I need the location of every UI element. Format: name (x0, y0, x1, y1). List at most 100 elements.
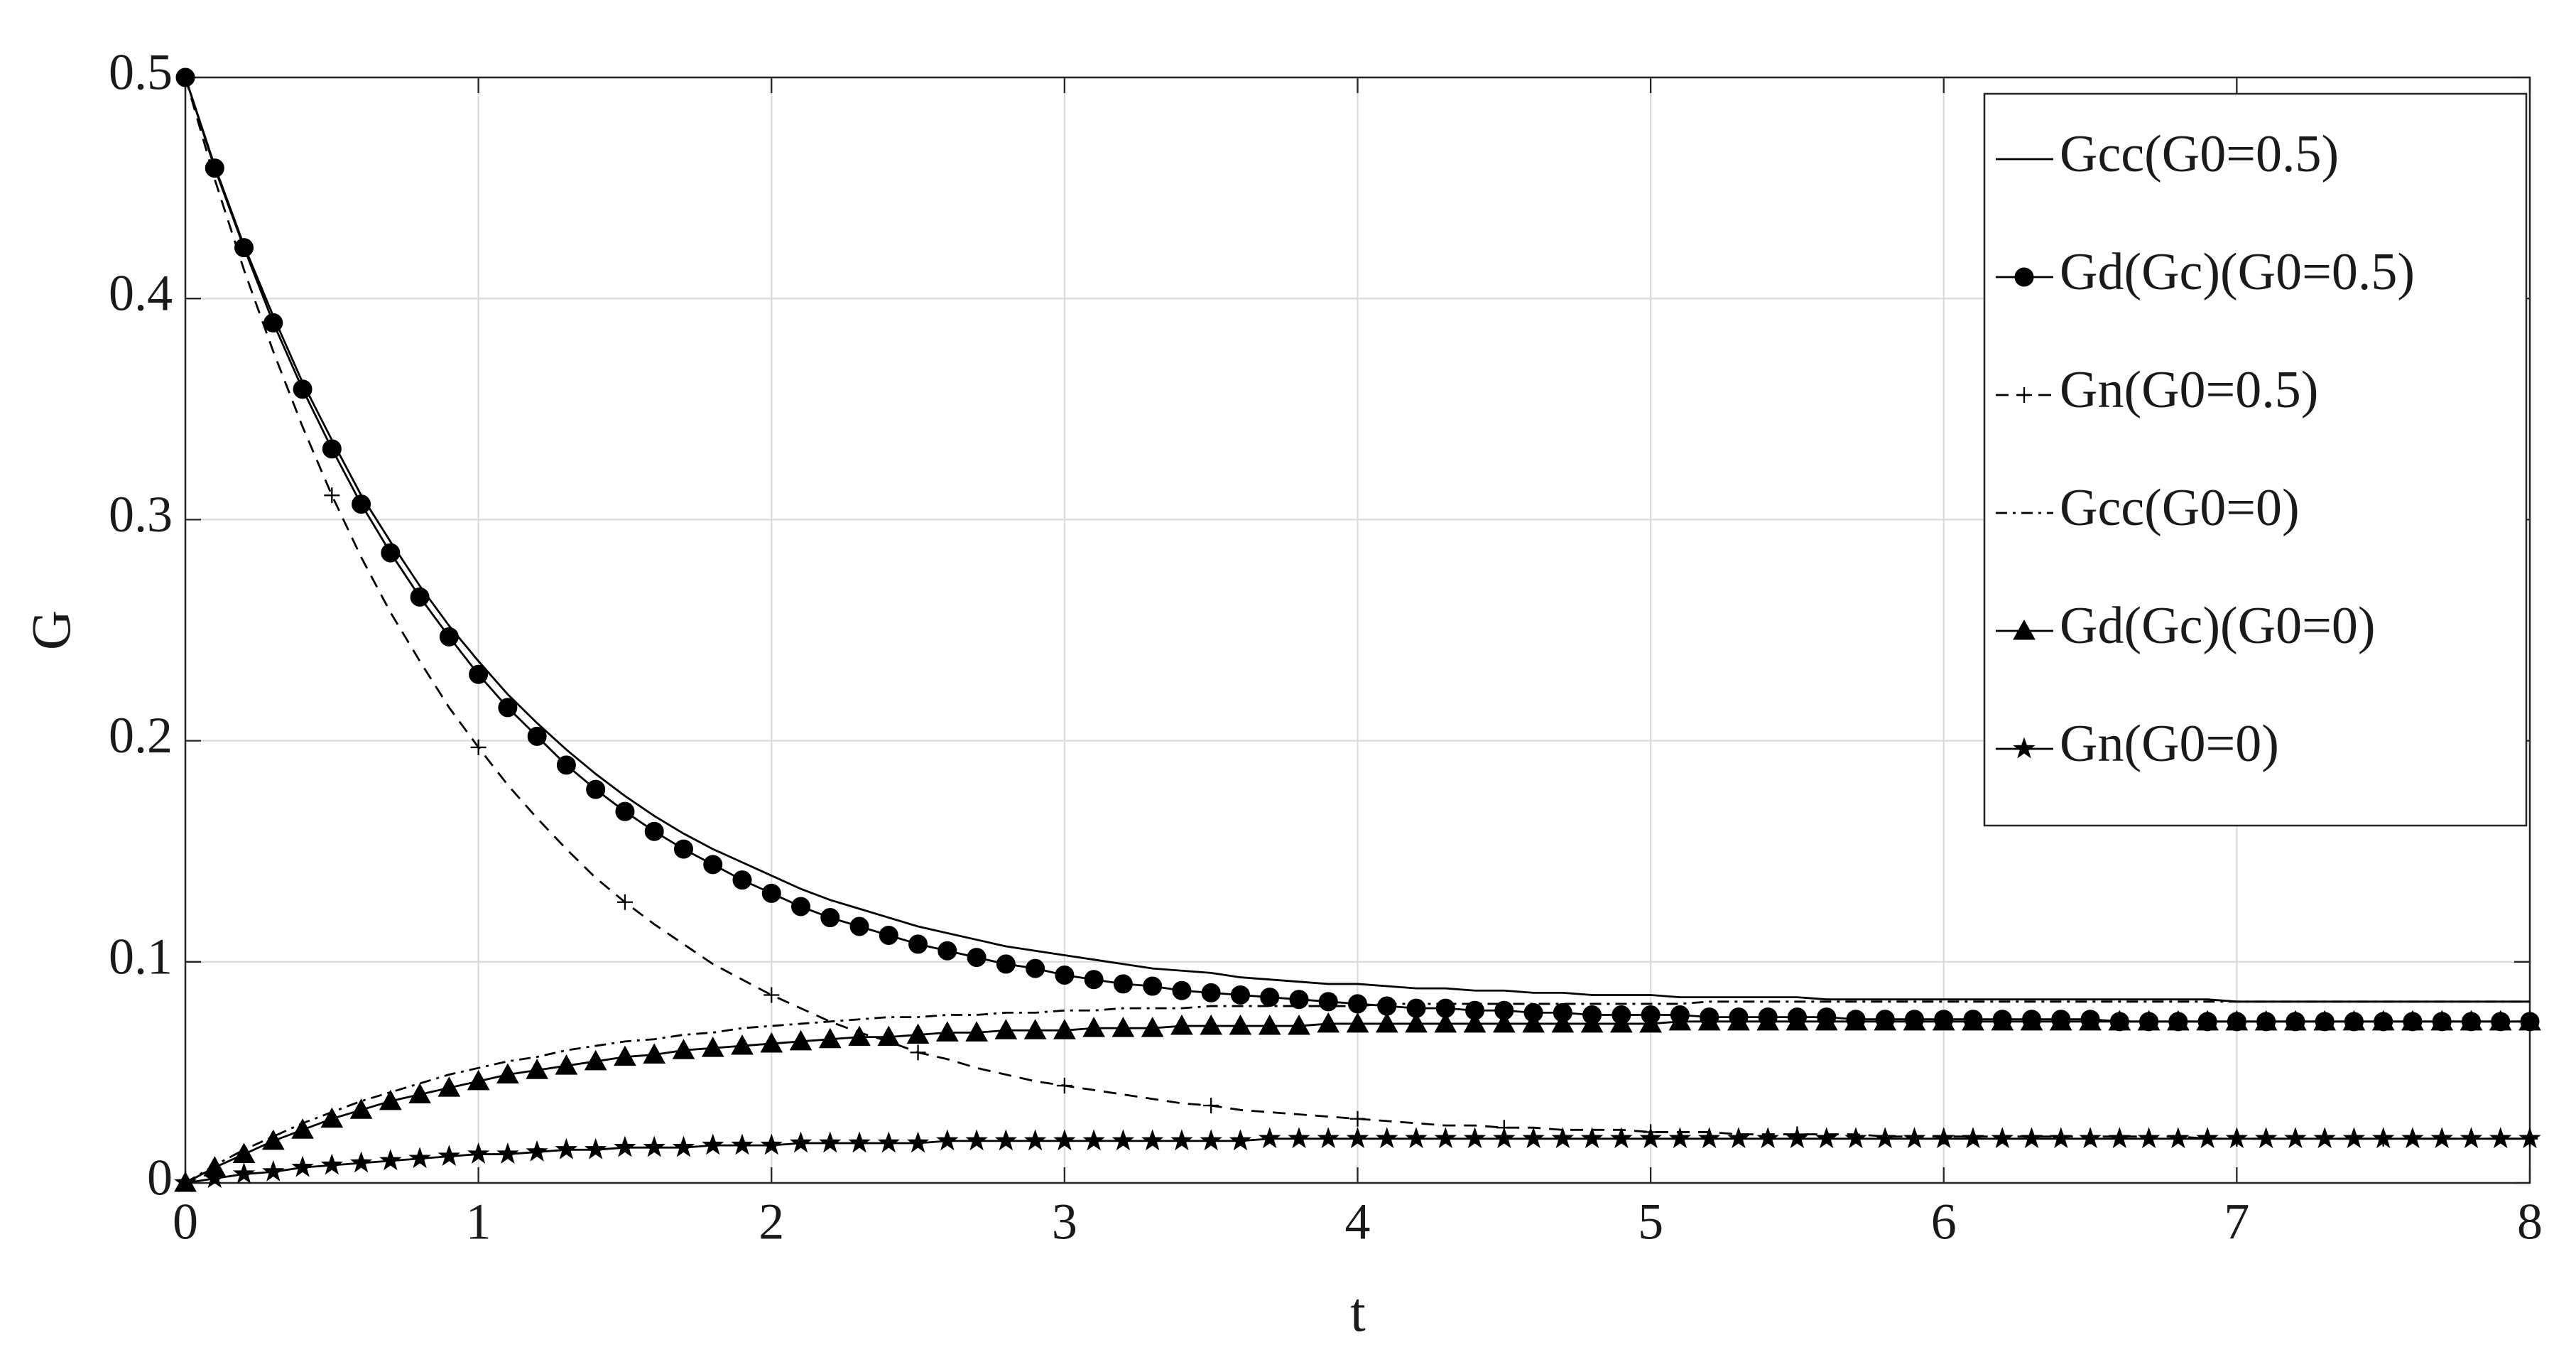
marker (1727, 1010, 1750, 1031)
marker (2137, 1010, 2161, 1031)
marker (1697, 1127, 1721, 1149)
marker (967, 948, 987, 968)
legend-marker (2014, 267, 2034, 287)
marker (263, 313, 283, 333)
marker (2460, 1127, 2483, 1149)
marker (1933, 1127, 1955, 1149)
marker (496, 1142, 519, 1164)
marker (1026, 958, 1045, 978)
y-axis-label: G (20, 610, 82, 650)
marker (1903, 1010, 1926, 1031)
marker (379, 1149, 402, 1171)
marker (614, 1045, 636, 1066)
marker (1903, 1127, 1926, 1149)
marker (818, 1027, 842, 1049)
marker (1053, 1129, 1076, 1151)
marker (877, 1025, 901, 1047)
marker (1522, 1127, 1545, 1149)
marker (1203, 1098, 1219, 1114)
marker (703, 855, 723, 875)
y-tick-label: 0.5 (109, 44, 173, 101)
marker (203, 1167, 226, 1189)
marker (615, 801, 635, 821)
marker (1580, 1127, 1604, 1149)
marker (2254, 1010, 2278, 1031)
marker (2079, 1010, 2102, 1031)
x-tick-label: 4 (1345, 1194, 1371, 1250)
x-tick-label: 2 (759, 1194, 784, 1250)
marker (352, 494, 371, 514)
marker (320, 1153, 344, 1175)
marker (2518, 1010, 2541, 1031)
marker (1112, 1129, 1135, 1151)
marker (936, 1129, 959, 1151)
marker (2430, 1127, 2453, 1149)
marker (1023, 1019, 1047, 1039)
marker (2430, 1010, 2454, 1031)
marker (1113, 974, 1133, 994)
marker (1348, 994, 1367, 1014)
marker (467, 1069, 490, 1091)
marker (1786, 1127, 1809, 1149)
x-tick-label: 6 (1931, 1194, 1957, 1250)
marker (643, 1043, 666, 1064)
marker (205, 158, 224, 178)
marker (935, 1021, 959, 1042)
marker (1317, 1012, 1340, 1033)
y-tick-label: 0.2 (109, 707, 173, 764)
marker (232, 1162, 256, 1184)
plot-frame (184, 76, 2531, 1184)
marker (910, 1044, 926, 1061)
marker (2079, 1127, 2102, 1149)
marker (789, 1029, 813, 1051)
marker (408, 1147, 431, 1169)
marker (673, 839, 693, 859)
marker (349, 1151, 373, 1173)
marker (1082, 1017, 1105, 1037)
marker (1346, 1012, 1369, 1033)
marker (1844, 1010, 1867, 1031)
marker (879, 925, 898, 945)
series (185, 1000, 2530, 1184)
legend-marker (2013, 619, 2036, 640)
marker (820, 908, 840, 928)
marker (469, 664, 489, 684)
legend-label: Gcc(G0=0) (2060, 479, 2300, 537)
x-tick-label: 5 (1638, 1194, 1663, 1250)
marker (1112, 1017, 1135, 1037)
marker (2196, 1127, 2219, 1149)
marker (291, 1155, 314, 1177)
marker (470, 739, 487, 755)
marker (556, 755, 576, 775)
marker (672, 1039, 695, 1059)
marker (1172, 980, 1192, 1000)
marker (1141, 1017, 1164, 1037)
marker (1258, 1127, 1281, 1149)
marker (1756, 1127, 1779, 1149)
marker (293, 379, 313, 399)
marker (848, 1131, 871, 1153)
marker (760, 1133, 783, 1155)
marker (2167, 1010, 2190, 1031)
marker (324, 487, 340, 504)
series (174, 1010, 2541, 1192)
marker (1639, 1127, 1662, 1149)
marker (174, 1171, 197, 1193)
marker (1318, 992, 1338, 1012)
marker (849, 917, 869, 936)
marker (2137, 1127, 2161, 1149)
marker (322, 439, 342, 459)
legend-label: Gcc(G0=0.5) (2060, 125, 2339, 183)
marker (1522, 1012, 1545, 1033)
marker (1053, 1019, 1076, 1039)
marker (1786, 1010, 1809, 1031)
x-tick-label: 3 (1052, 1194, 1077, 1250)
marker (381, 543, 401, 563)
marker (1844, 1127, 1867, 1149)
marker (410, 587, 430, 607)
legend-box (1983, 92, 2528, 827)
marker (2401, 1127, 2424, 1149)
marker (2342, 1127, 2366, 1149)
marker (1551, 1127, 1575, 1149)
marker (994, 1019, 1018, 1039)
